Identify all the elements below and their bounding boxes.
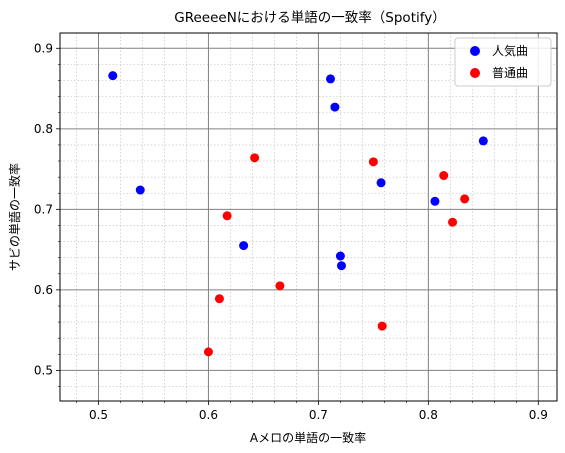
popular-song-point bbox=[239, 241, 249, 251]
normal-song-point bbox=[222, 211, 232, 221]
normal-song-point bbox=[214, 294, 224, 304]
x-tick-label: 0.5 bbox=[89, 408, 108, 422]
data-points bbox=[108, 71, 488, 357]
y-tick-label: 0.7 bbox=[34, 202, 53, 216]
popular-song-point bbox=[335, 251, 345, 261]
normal-song-point bbox=[460, 194, 470, 204]
axis-ticks: 0.5 0.6 0.7 0.8 0.9 0.5 0.6 0.7 0.8 0.9 bbox=[34, 41, 548, 422]
legend-marker-popular bbox=[470, 46, 480, 56]
y-tick-label: 0.5 bbox=[34, 363, 53, 377]
chart-title: GReeeeNにおける単語の一致率（Spotify） bbox=[174, 9, 446, 26]
normal-song-point bbox=[250, 153, 260, 163]
legend-label-normal: 普通曲 bbox=[492, 66, 528, 80]
popular-song-point bbox=[330, 102, 340, 112]
popular-song-point bbox=[325, 74, 335, 84]
x-tick-label: 0.7 bbox=[309, 408, 328, 422]
normal-song-point bbox=[203, 347, 213, 357]
y-tick-label: 0.8 bbox=[34, 122, 53, 136]
popular-song-point bbox=[430, 196, 440, 206]
x-tick-label: 0.8 bbox=[419, 408, 438, 422]
popular-song-point bbox=[478, 136, 488, 146]
normal-song-point bbox=[448, 217, 458, 227]
y-axis-label: サビの単語の一致率 bbox=[7, 163, 22, 271]
popular-song-point bbox=[376, 178, 386, 188]
minor-grid bbox=[60, 33, 557, 401]
normal-song-point bbox=[275, 281, 285, 291]
popular-song-point bbox=[135, 185, 145, 195]
normal-song-point bbox=[377, 321, 387, 331]
legend-label-popular: 人気曲 bbox=[492, 43, 528, 58]
x-tick-label: 0.6 bbox=[199, 408, 218, 422]
legend-marker-normal bbox=[470, 68, 480, 78]
normal-song-point bbox=[439, 171, 449, 181]
legend: 人気曲 普通曲 bbox=[454, 37, 552, 87]
major-grid bbox=[60, 33, 557, 401]
popular-song-point bbox=[108, 71, 118, 81]
plot-frame bbox=[59, 32, 558, 402]
x-tick-label: 0.9 bbox=[529, 408, 548, 422]
y-tick-label: 0.9 bbox=[34, 41, 53, 55]
normal-song-point bbox=[368, 157, 378, 167]
y-tick-label: 0.6 bbox=[34, 283, 53, 297]
x-axis-label: Aメロの単語の一致率 bbox=[250, 430, 366, 445]
popular-song-point bbox=[336, 261, 346, 271]
